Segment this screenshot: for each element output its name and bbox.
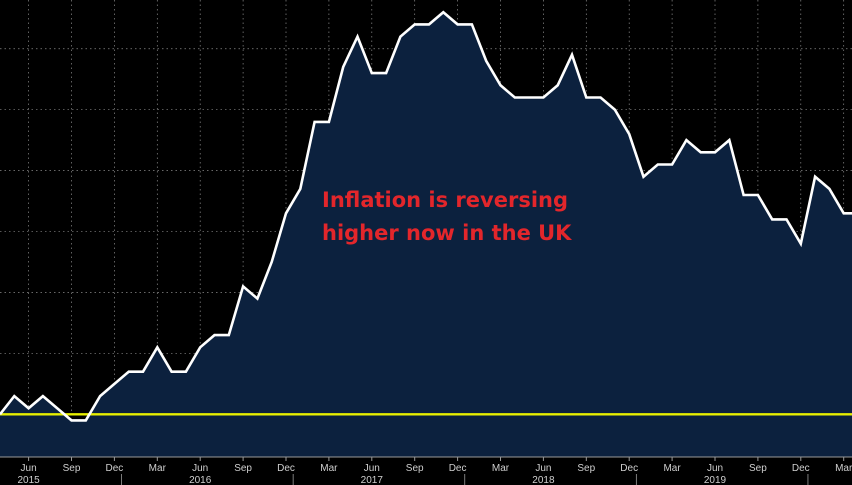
x-tick-label: Mar xyxy=(492,463,510,474)
x-tick-label: Dec xyxy=(277,463,295,474)
x-tick-label: Jun xyxy=(535,463,551,474)
year-label: 2018 xyxy=(532,475,555,485)
x-tick-label: Dec xyxy=(449,463,467,474)
annotation-line-2: higher now in the UK xyxy=(322,221,572,245)
annotation-line-1: Inflation is reversing xyxy=(322,188,568,212)
x-tick-label: Sep xyxy=(406,463,424,474)
x-tick-label: Dec xyxy=(620,463,638,474)
x-tick-label: Dec xyxy=(792,463,810,474)
x-tick-label: Mar xyxy=(835,463,852,474)
x-tick-label: Mar xyxy=(663,463,681,474)
series-line xyxy=(0,10,852,422)
x-tick-label: Mar xyxy=(149,463,167,474)
x-tick-label: Jun xyxy=(192,463,208,474)
year-label: 2016 xyxy=(189,475,212,485)
x-tick-label: Jun xyxy=(21,463,37,474)
x-tick-label: Sep xyxy=(63,463,81,474)
x-tick-label: Jun xyxy=(364,463,380,474)
x-tick-label: Dec xyxy=(106,463,124,474)
year-label: 2017 xyxy=(361,475,384,485)
year-label: 2015 xyxy=(17,475,40,485)
x-axis: Jun Sep Dec Mar Jun Sep Dec Mar Jun Sep Dec Mar Jun S… xyxy=(0,456,852,485)
series-area xyxy=(0,12,852,457)
year-label: 2019 xyxy=(704,475,727,485)
x-tick-label: Sep xyxy=(577,463,595,474)
x-tick-label: Sep xyxy=(749,463,767,474)
x-tick-label: Jun xyxy=(707,463,723,474)
x-tick-label: Mar xyxy=(320,463,338,474)
x-tick-label: Sep xyxy=(234,463,252,474)
